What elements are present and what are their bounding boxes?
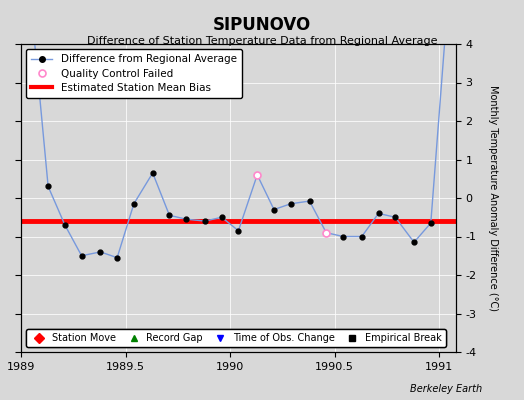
Text: Berkeley Earth: Berkeley Earth <box>410 384 482 394</box>
Y-axis label: Monthly Temperature Anomaly Difference (°C): Monthly Temperature Anomaly Difference (… <box>488 85 498 311</box>
Text: SIPUNOVO: SIPUNOVO <box>213 16 311 34</box>
Legend: Station Move, Record Gap, Time of Obs. Change, Empirical Break: Station Move, Record Gap, Time of Obs. C… <box>26 329 445 347</box>
Text: Difference of Station Temperature Data from Regional Average: Difference of Station Temperature Data f… <box>87 36 437 46</box>
